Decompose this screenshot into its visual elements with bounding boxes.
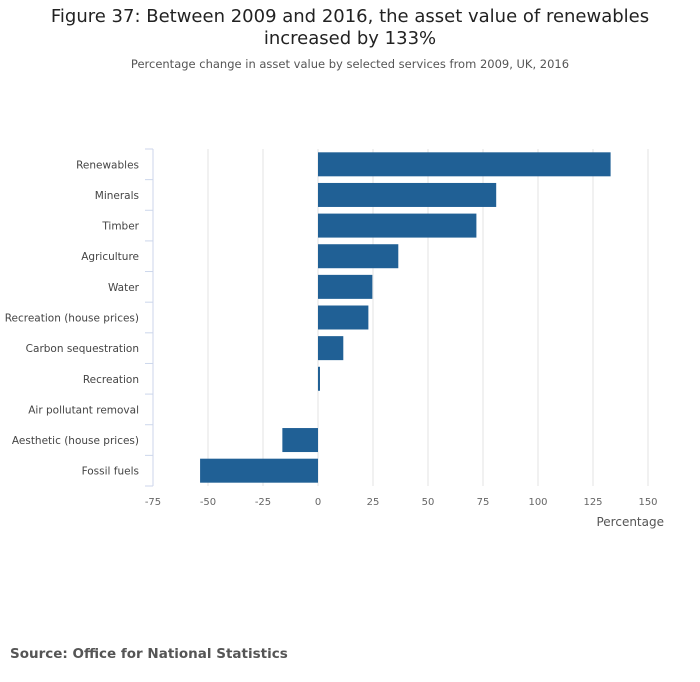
category-label: Recreation bbox=[83, 374, 139, 386]
chart-subtitle: Percentage change in asset value by sele… bbox=[130, 57, 570, 71]
x-tick-label: -50 bbox=[200, 497, 216, 508]
bar-fossil-fuels bbox=[200, 458, 318, 483]
x-tick-label: 50 bbox=[422, 497, 435, 508]
category-label: Fossil fuels bbox=[82, 466, 139, 478]
x-axis-label: Percentage bbox=[596, 515, 664, 529]
category-label: Minerals bbox=[95, 190, 139, 202]
x-tick-label: 0 bbox=[315, 497, 321, 508]
bar-aesthetic-house-prices- bbox=[282, 428, 318, 453]
x-tick-label: 150 bbox=[638, 497, 657, 508]
x-tick-label: 75 bbox=[477, 497, 490, 508]
source-note: Source: Office for National Statistics bbox=[10, 646, 288, 662]
category-label: Carbon sequestration bbox=[26, 343, 139, 355]
category-label: Air pollutant removal bbox=[28, 404, 139, 416]
chart-title: Figure 37: Between 2009 and 2016, the as… bbox=[50, 6, 650, 49]
x-tick-label: -75 bbox=[145, 497, 161, 508]
x-tick-label: 25 bbox=[367, 497, 380, 508]
bar-timber bbox=[318, 213, 477, 238]
bar-renewables bbox=[318, 152, 611, 177]
x-tick-label: 125 bbox=[583, 497, 602, 508]
category-label: Recreation (house prices) bbox=[5, 313, 139, 325]
category-label: Agriculture bbox=[81, 251, 139, 263]
bar-recreation bbox=[318, 366, 320, 391]
x-tick-label: -25 bbox=[255, 497, 271, 508]
category-label: Aesthetic (house prices) bbox=[12, 435, 139, 447]
category-label: Renewables bbox=[76, 159, 139, 171]
category-label: Water bbox=[108, 282, 140, 294]
bar-water bbox=[318, 274, 373, 299]
bar-carbon-sequestration bbox=[318, 336, 344, 361]
bar-minerals bbox=[318, 182, 497, 207]
bar-recreation-house-prices- bbox=[318, 305, 369, 330]
category-label: Timber bbox=[101, 221, 139, 233]
bar-agriculture bbox=[318, 244, 399, 269]
x-tick-label: 100 bbox=[528, 497, 547, 508]
